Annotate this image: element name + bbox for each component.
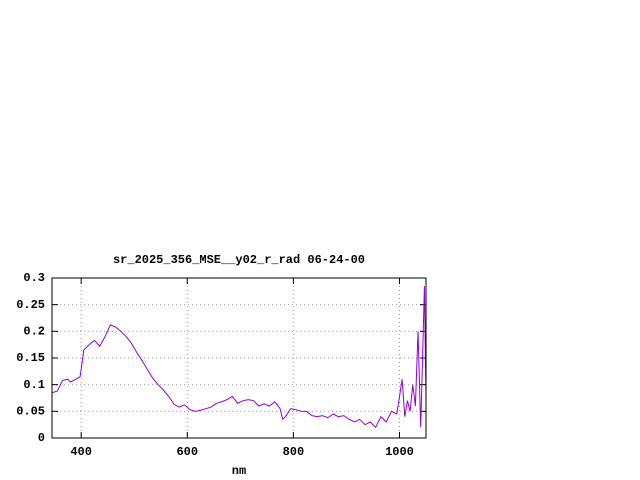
x-tick-label: 600 — [176, 445, 198, 459]
x-tick-label: 800 — [283, 445, 305, 459]
y-tick-label: 0.25 — [16, 298, 45, 312]
y-tick-label: 0.15 — [16, 351, 45, 365]
x-axis-label: nm — [232, 464, 246, 478]
y-tick-label: 0.2 — [23, 325, 45, 339]
y-tick-label: 0.1 — [23, 378, 45, 392]
y-tick-label: 0.3 — [23, 271, 45, 285]
chart-title: sr_2025_356_MSE__y02_r_rad 06-24-00 — [113, 253, 365, 267]
y-tick-label: 0.05 — [16, 405, 45, 419]
y-tick-label: 0 — [38, 431, 45, 445]
x-tick-label: 400 — [70, 445, 92, 459]
x-tick-label: 1000 — [385, 445, 414, 459]
data-line — [51, 285, 427, 429]
plot-border — [51, 277, 427, 439]
